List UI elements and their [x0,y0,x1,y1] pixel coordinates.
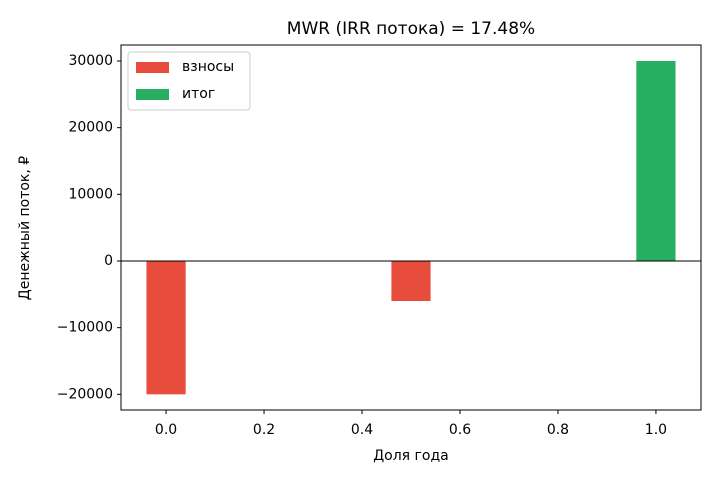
x-tick-label: 0.2 [253,422,275,438]
x-tick-label: 0.8 [547,422,569,438]
y-axis-label: Денежный поток, ₽ [17,156,33,300]
x-tick-label: 1.0 [645,422,667,438]
y-tick-label: 0 [104,253,113,269]
x-tick-label: 0.6 [449,422,471,438]
x-axis-label: Доля года [373,448,449,464]
x-tick-label: 0.0 [155,422,177,438]
y-tick-label: 10000 [68,186,113,202]
bar [391,261,431,301]
legend-label: итог [182,86,215,102]
legend-swatch [136,89,169,100]
y-tick-label: −10000 [57,320,113,336]
legend-label: взносы [182,59,234,75]
plot-frame [120,44,702,411]
chart-title: MWR (IRR потока) = 17.48% [287,19,535,39]
bar [636,61,676,261]
y-tick-label: 30000 [68,53,113,69]
x-tick-label: 0.4 [351,422,373,438]
bar [146,261,186,395]
y-tick-label: 20000 [68,120,113,136]
y-tick-label: −20000 [57,386,113,402]
legend-swatch [136,62,169,73]
